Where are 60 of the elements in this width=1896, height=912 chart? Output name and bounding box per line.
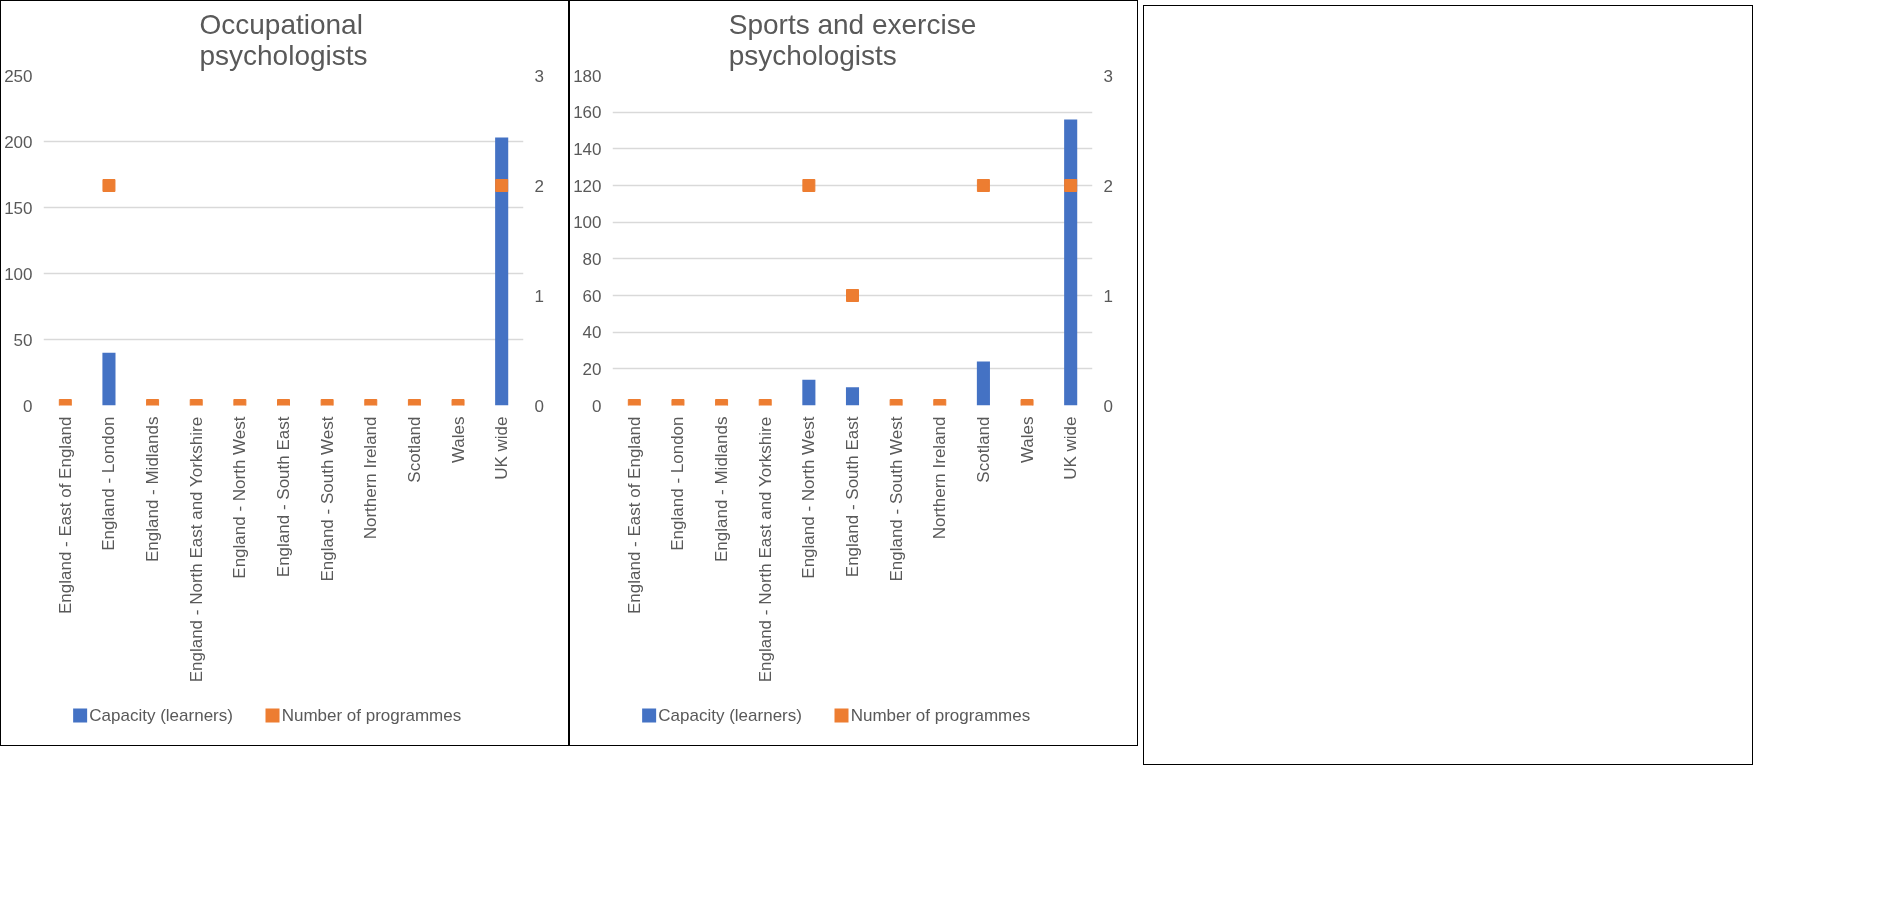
x-tick-label: England - North East and Yorkshire — [186, 416, 206, 683]
y-tick-label: 120 — [573, 176, 602, 196]
y-tick-label: 160 — [573, 103, 602, 123]
y2-tick-label: 0 — [534, 396, 544, 416]
x-tick-label: England - North West — [230, 416, 250, 579]
x-tick-label: England - Midlands — [712, 416, 732, 563]
y-tick-label: 80 — [582, 249, 602, 269]
x-tick-label: Scotland — [404, 416, 424, 483]
x-tick-label: England - London — [99, 416, 119, 551]
x-tick-label: England - East of England — [55, 416, 75, 615]
chart-title: Sports and exercise psychologists — [728, 8, 977, 71]
point — [802, 179, 816, 192]
x-tick-label: England - South West — [317, 416, 337, 582]
chart-title: Occupational psychologists — [199, 8, 368, 71]
legend-label: Number of programmes — [850, 706, 1031, 725]
point — [1064, 179, 1078, 192]
y-tick-label: 60 — [582, 286, 602, 306]
x-tick-label: UK wide — [1061, 416, 1081, 480]
y-tick-label: 180 — [573, 66, 602, 86]
x-tick-label: England - North East and Yorkshire — [755, 416, 775, 683]
x-tick-label: Wales — [448, 416, 468, 464]
x-tick-label: England - London — [668, 416, 688, 551]
x-tick-label: England - South East — [274, 416, 293, 578]
y2-tick-label: 0 — [1103, 396, 1113, 416]
y2-tick-label: 3 — [534, 66, 544, 86]
point — [976, 179, 990, 192]
y-tick-label: 200 — [4, 132, 33, 152]
x-tick-label: Scotland — [973, 416, 993, 483]
y-tick-label: 50 — [13, 330, 33, 350]
y-tick-label: 250 — [4, 66, 33, 86]
y2-tick-label: 3 — [1103, 66, 1113, 86]
y2-tick-label: 1 — [534, 286, 544, 306]
point — [846, 289, 859, 302]
bar — [976, 361, 990, 406]
bar — [1064, 119, 1078, 406]
x-tick-label: UK wide — [492, 416, 512, 480]
x-tick-label: England - North West — [799, 416, 819, 579]
bar — [845, 387, 860, 406]
x-tick-label: England - South West — [886, 416, 906, 582]
x-tick-label: Northern Ireland — [930, 416, 950, 540]
y-tick-label: 100 — [4, 264, 33, 284]
y-tick-label: 100 — [573, 213, 602, 233]
x-tick-label: Wales — [1017, 416, 1037, 464]
y-tick-label: 0 — [23, 396, 33, 416]
y2-tick-label: 2 — [534, 176, 544, 196]
legend-label: Capacity (learners) — [658, 706, 802, 725]
y2-tick-label: 2 — [1103, 176, 1113, 196]
y-tick-label: 0 — [592, 396, 602, 416]
y-tick-label: 150 — [4, 198, 33, 218]
x-tick-label: Northern Ireland — [361, 416, 381, 540]
bar — [802, 379, 816, 406]
x-tick-label: England - Midlands — [143, 416, 163, 563]
legend-label: Number of programmes — [281, 706, 462, 725]
x-tick-label: England - East of England — [624, 416, 644, 615]
y-tick-label: 20 — [582, 359, 602, 379]
y2-tick-label: 1 — [1103, 286, 1113, 306]
x-tick-label: England - South East — [843, 416, 862, 578]
legend-label: Capacity (learners) — [89, 706, 233, 725]
y-tick-label: 140 — [573, 139, 602, 159]
y-tick-label: 40 — [582, 323, 602, 343]
